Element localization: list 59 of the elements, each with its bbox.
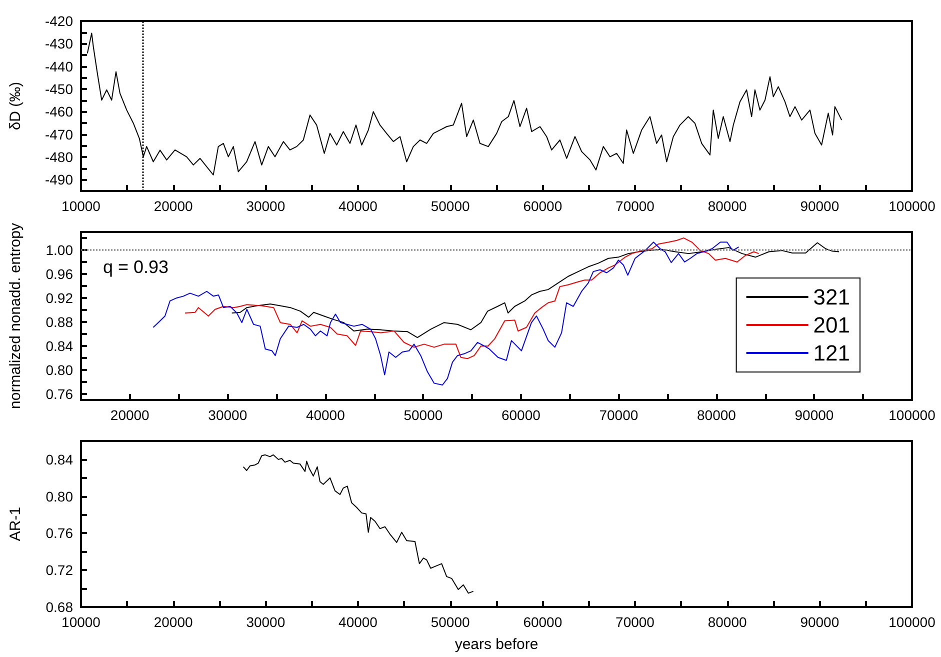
y-tick-label: 0.88 [46,314,74,330]
x-tick-label: 60000 [523,198,562,214]
y-tick-label: 0.96 [46,266,74,282]
legend-label: 321 [813,284,850,310]
x-tick-label: 90000 [800,614,840,630]
x-tick-label: 60000 [501,407,541,423]
y-tick-label: -450 [44,81,74,97]
x-tick-label: 30000 [246,614,286,630]
x-tick-label: 50000 [430,614,470,630]
y-tick-label: -420 [44,13,74,29]
x-tick-label: 90000 [794,407,834,423]
x-tick-label: 70000 [599,407,638,423]
y-tick-label: -430 [44,36,74,52]
y-tick-label: 0.84 [46,338,74,354]
x-tick-label: 60000 [523,614,562,630]
x-tick-label: 90000 [800,198,840,214]
x-tick-label: 20000 [154,614,194,630]
x-tick-label: 70000 [616,198,655,214]
x-tick-label: 10000 [62,198,101,214]
x-tick-label: 80000 [708,614,748,630]
y-tick-label: 0.72 [46,562,74,578]
x-tick-label: 70000 [616,614,655,630]
x-tick-label: 50000 [430,198,470,214]
x-tick-label: 40000 [338,614,378,630]
y-tick-label: -480 [44,149,74,165]
x-tick-label: 100000 [888,407,936,423]
y-tick-label: -490 [44,172,74,188]
y-tick-label: 0.80 [46,362,74,378]
x-tick-label: 80000 [697,407,736,423]
y-tick-label: -460 [44,104,74,120]
x-tick-label: 30000 [246,198,286,214]
x-tick-label: 20000 [154,198,194,214]
y-axis-title: normalized nonadd. entropy [7,222,24,409]
y-tick-label: -470 [44,126,74,142]
x-tick-label: 10000 [62,614,101,630]
x-tick-label: 20000 [110,407,150,423]
legend-label: 121 [813,340,850,366]
y-tick-label: 0.80 [46,488,74,504]
x-tick-label: 30000 [208,407,248,423]
y-tick-label: 0.84 [46,451,74,468]
x-tick-label: 100000 [888,614,936,630]
x-tick-label: 50000 [404,407,443,423]
y-tick-label: 0.76 [46,386,74,402]
x-tick-label: 100000 [888,198,936,214]
y-axis-title: δD (‰) [7,82,24,130]
y-tick-label: 0.68 [46,599,74,615]
legend-label: 201 [813,312,850,338]
y-tick-label: 0.92 [46,290,74,306]
y-axis-title: AR-1 [7,506,24,542]
line-series [242,454,474,594]
y-tick-label: 1.00 [46,242,74,258]
annotation: q = 0.93 [103,257,169,277]
line-series [184,237,760,360]
y-tick-label: 0.76 [46,525,74,542]
x-tick-label: 40000 [306,407,346,423]
x-axis-title: years before [454,636,538,653]
y-tick-label: -440 [44,58,74,74]
x-tick-label: 80000 [708,198,748,214]
x-tick-label: 40000 [338,198,378,214]
